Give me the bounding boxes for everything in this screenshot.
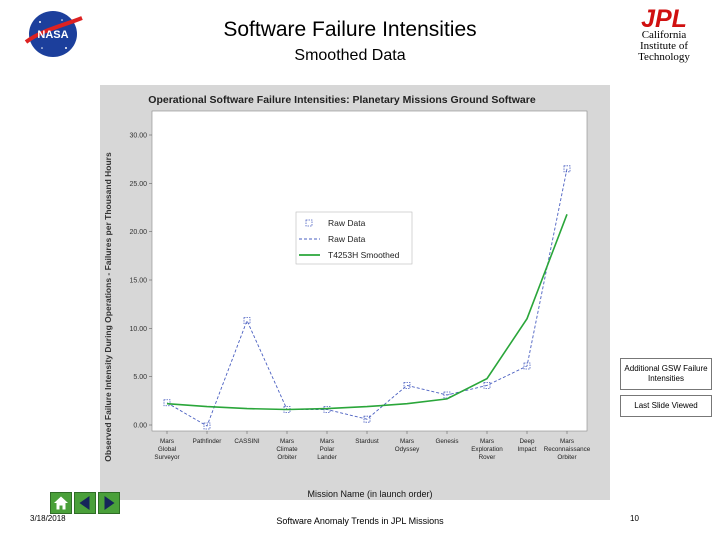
x-axis-ticks: Mars Global Surveyor Pathfinder CASSINI Mars C…: [154, 431, 591, 461]
institution-line-2: Institute of: [640, 40, 688, 52]
nasa-logo-text: NASA: [37, 29, 68, 41]
y-tick-label: 25.00: [129, 181, 147, 188]
failure-intensity-chart: Operational Software Failure Intensities…: [103, 94, 591, 499]
institution-line-1: California: [641, 29, 687, 41]
x-tick-label: Deep Impact: [518, 438, 537, 453]
footer-title: Software Anomaly Trends in JPL Missions: [276, 516, 444, 526]
chart-title: Operational Software Failure Intensities…: [148, 94, 536, 106]
raw-data-point: [403, 381, 411, 389]
legend-label-smoothed: T4253H Smoothed: [328, 250, 400, 260]
series-layer: [163, 165, 571, 430]
y-tick-label: 15.00: [129, 278, 147, 285]
raw-data-point: [323, 406, 331, 413]
raw-data-point: [203, 422, 211, 430]
chart-y-axis-label: Observed Failure Intensity During Operat…: [103, 152, 113, 462]
x-tick-label: CASSINI: [234, 438, 259, 445]
plot-area: [151, 110, 588, 432]
jpl-logo-text: JPL: [641, 6, 687, 30]
raw-data-point: [523, 362, 531, 370]
institution-line-3: Technology: [638, 51, 690, 63]
raw-data-point: [483, 381, 491, 389]
raw-series-line: [166, 168, 568, 427]
jpl-logo-block: JPL California Institute of Technology: [622, 6, 706, 63]
page-title: Software Failure Intensities: [223, 18, 477, 41]
last-slide-viewed-button[interactable]: Last Slide Viewed: [620, 395, 712, 417]
x-tick-label: Mars Reconnaissance Orbiter: [544, 438, 591, 461]
y-tick-label: 0.00: [133, 423, 147, 430]
x-tick-label: Mars Global Surveyor: [154, 438, 179, 461]
smoothed-series-line: [166, 214, 568, 411]
jpl-logo: JPL: [641, 6, 687, 30]
y-tick-label: 20.00: [129, 229, 147, 236]
raw-data-point: [363, 415, 371, 423]
arrow-right-icon[interactable]: [98, 492, 120, 514]
y-axis-ticks: 0.00 5.00 10.00 15.00 20.00 25.00 30.00: [129, 133, 152, 430]
x-tick-label: Mars Exploration Rover: [471, 438, 503, 461]
y-tick-label: 30.00: [129, 133, 147, 140]
legend-marker-raw: [305, 219, 313, 227]
x-tick-label: Pathfinder: [193, 438, 222, 445]
home-icon[interactable]: [50, 492, 72, 514]
x-tick-label: Stardust: [355, 438, 379, 445]
raw-data-point: [163, 399, 171, 407]
y-tick-label: 5.00: [133, 374, 147, 381]
chart-x-axis-label: Mission Name (in launch order): [307, 489, 432, 499]
x-tick-label: Genesis: [435, 438, 458, 445]
legend-label-raw-line: Raw Data: [328, 234, 366, 244]
footer-date: 3/18/2018: [30, 514, 66, 523]
chart-legend: Raw Data Raw Data T4253H Smoothed: [295, 211, 413, 265]
raw-data-point: [243, 317, 251, 325]
x-tick-label: Mars Polar Lander: [317, 438, 337, 461]
y-tick-label: 10.00: [129, 326, 147, 333]
nasa-logo: NASA: [24, 11, 83, 57]
x-tick-label: Mars Odyssey: [395, 438, 420, 453]
arrow-left-icon[interactable]: [74, 492, 96, 514]
page-subtitle: Smoothed Data: [294, 47, 406, 64]
page-number: 10: [630, 514, 639, 523]
additional-gsw-intensities-button[interactable]: Additional GSW Failure Intensities: [620, 358, 712, 390]
legend-label-raw-markers: Raw Data: [328, 218, 366, 228]
x-tick-label: Mars Climate Orbiter: [276, 438, 298, 461]
